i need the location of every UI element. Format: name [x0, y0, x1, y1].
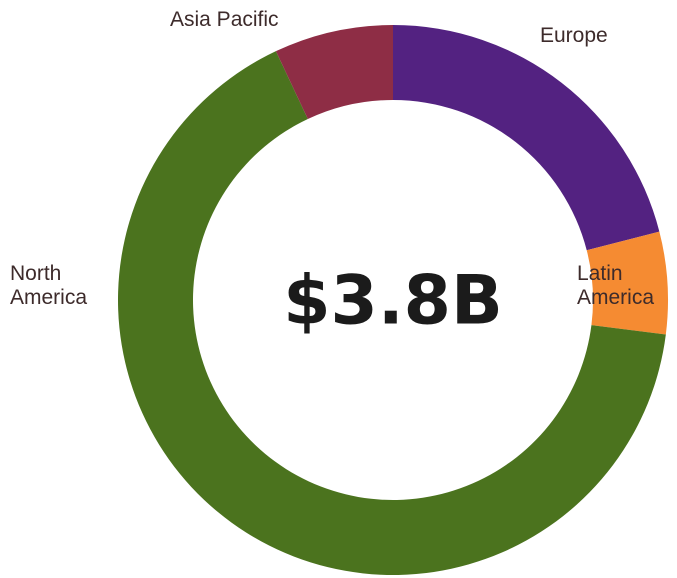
slice-label: Europe [540, 24, 608, 47]
donut-slice [586, 231, 668, 335]
slice-label: North America [10, 262, 88, 309]
donut-slice [275, 25, 393, 120]
slice-label: Latin America [577, 262, 655, 309]
center-label: $3.8B [283, 262, 503, 341]
slice-label: Asia Pacific [170, 8, 279, 31]
donut-slice [393, 25, 660, 251]
